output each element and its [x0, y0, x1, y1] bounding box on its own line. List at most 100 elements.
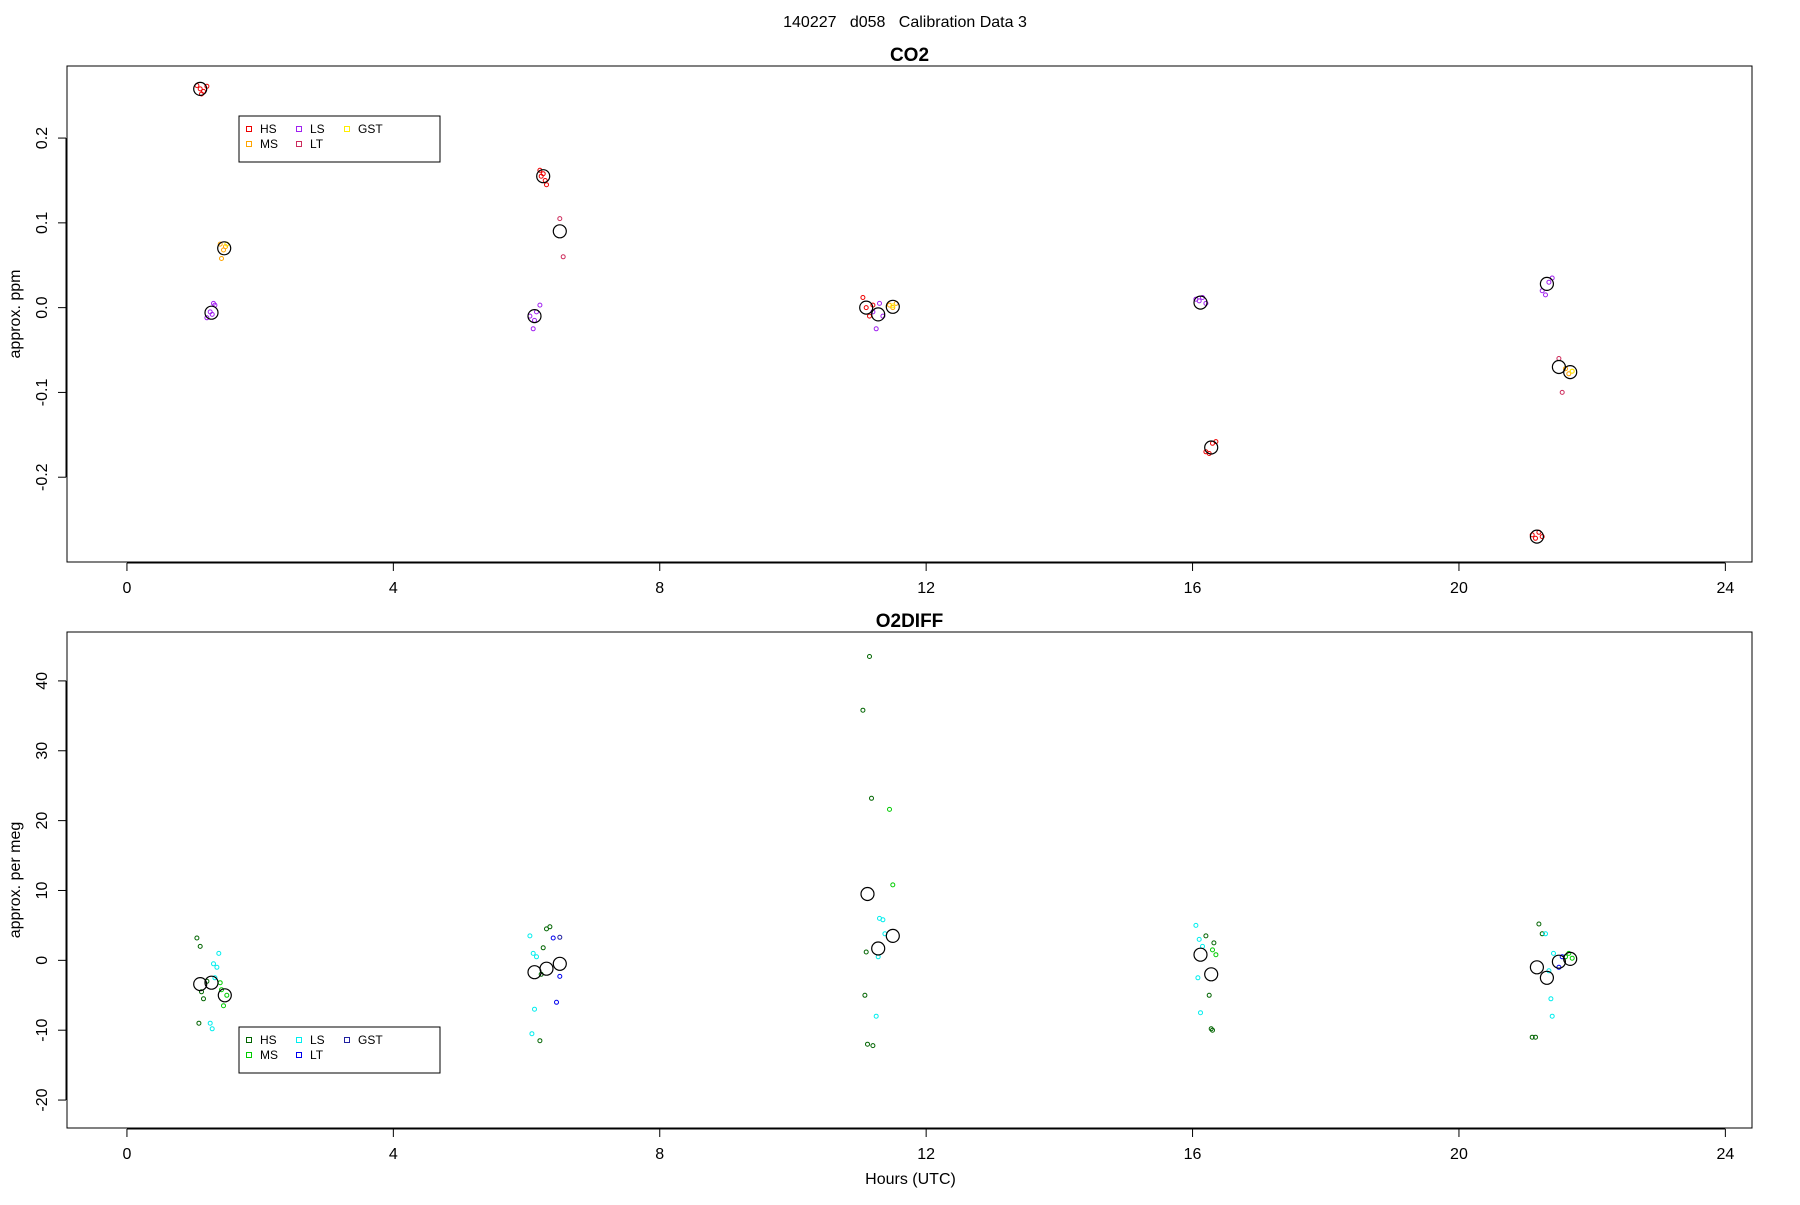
y-tick-label: 0.0 — [34, 296, 51, 318]
legend-item-ms: MS — [246, 137, 278, 151]
mean-point — [217, 241, 232, 256]
mean-point — [1529, 960, 1545, 975]
data-point — [887, 302, 892, 308]
legend-item-ms: MS — [246, 1048, 278, 1062]
series-mean — [193, 81, 1578, 544]
data-point — [216, 950, 222, 956]
data-point — [1539, 931, 1545, 937]
data-point — [887, 806, 892, 812]
mean-point — [1563, 365, 1578, 380]
data-point — [1193, 922, 1199, 928]
data-point — [863, 949, 869, 955]
mean-point — [536, 169, 551, 184]
panel-title: CO2 — [890, 45, 929, 66]
x-tick-label: 12 — [917, 1146, 935, 1163]
mean-point — [885, 299, 900, 314]
mean-point — [552, 956, 567, 971]
data-point — [869, 795, 874, 801]
y-tick-label: -0.2 — [34, 463, 51, 491]
data-point — [534, 954, 539, 960]
x-tick-label: 12 — [917, 580, 935, 597]
mean-point — [1193, 947, 1208, 962]
data-point — [540, 945, 546, 951]
legend-box — [238, 115, 441, 163]
y-tick-label: 30 — [34, 742, 51, 760]
data-point — [1548, 996, 1554, 1002]
data-point — [554, 999, 559, 1005]
mean-point — [1193, 295, 1208, 310]
data-point — [863, 305, 869, 311]
data-point — [209, 311, 215, 317]
data-point — [532, 1006, 537, 1012]
legend-label: GST — [358, 122, 383, 136]
series-ms — [217, 806, 1575, 1009]
legend-label: LT — [310, 137, 324, 151]
data-point — [1211, 940, 1217, 946]
data-point — [1206, 992, 1212, 998]
data-point — [557, 934, 563, 940]
series-lt — [550, 935, 1565, 1005]
legend-box — [238, 1026, 441, 1074]
data-point — [530, 326, 536, 332]
data-point — [867, 654, 872, 659]
y-tick-label: -20 — [34, 1088, 51, 1111]
y-tick-label: 10 — [34, 881, 51, 899]
data-point — [214, 964, 220, 970]
data-point — [197, 943, 203, 949]
data-point — [1210, 947, 1215, 953]
mean-point — [860, 886, 875, 902]
legend-marker — [246, 126, 252, 132]
legend-item-lt: LT — [296, 137, 324, 151]
x-tick-label: 16 — [1184, 580, 1202, 597]
data-point — [1543, 292, 1548, 298]
mean-point — [217, 988, 232, 1003]
plot-frame — [66, 65, 1753, 563]
x-tick-label: 24 — [1716, 580, 1734, 597]
legend-item-hs: HS — [246, 122, 277, 136]
legend: HS LS GST MS LT — [238, 1026, 441, 1074]
data-point — [537, 302, 543, 308]
data-point — [196, 1020, 202, 1026]
mean-point — [885, 928, 900, 944]
data-point — [862, 992, 868, 998]
series-ls — [204, 275, 1555, 332]
mean-point — [859, 300, 874, 315]
mean-point — [204, 975, 219, 990]
data-point — [219, 256, 224, 261]
data-point — [1533, 535, 1538, 541]
mean-point — [527, 309, 542, 324]
panel-title: O2DIFF — [876, 611, 944, 632]
data-point — [221, 1003, 226, 1009]
series-gst — [557, 934, 563, 940]
data-point — [219, 987, 224, 993]
x-tick-label: 20 — [1450, 1146, 1468, 1163]
legend-marker — [344, 1037, 350, 1043]
data-point — [1213, 952, 1219, 958]
y-tick-label: 0.1 — [34, 212, 51, 234]
data-point — [212, 975, 218, 981]
data-point — [207, 1020, 213, 1026]
data-point — [530, 950, 536, 956]
data-point — [1539, 534, 1545, 540]
data-point — [1529, 1034, 1535, 1040]
legend-marker — [296, 1037, 302, 1043]
y-tick-label: 20 — [34, 812, 51, 830]
mean-point — [204, 305, 219, 320]
series-lt — [557, 216, 1565, 395]
mean-point — [1563, 951, 1578, 967]
data-point — [547, 924, 553, 930]
series-mean — [193, 886, 1578, 1003]
data-point — [860, 295, 866, 300]
y-tick-label: 0.2 — [34, 127, 51, 149]
x-tick-label: 8 — [655, 1146, 664, 1163]
mean-point — [193, 81, 208, 97]
data-point — [890, 303, 896, 309]
data-point — [1198, 1010, 1203, 1016]
data-point — [1556, 356, 1562, 361]
y-axis-label: approx. ppm — [7, 270, 24, 359]
plot-frame — [66, 631, 1753, 1129]
data-point — [877, 300, 882, 306]
mean-point — [193, 976, 208, 992]
data-point — [1536, 921, 1542, 927]
